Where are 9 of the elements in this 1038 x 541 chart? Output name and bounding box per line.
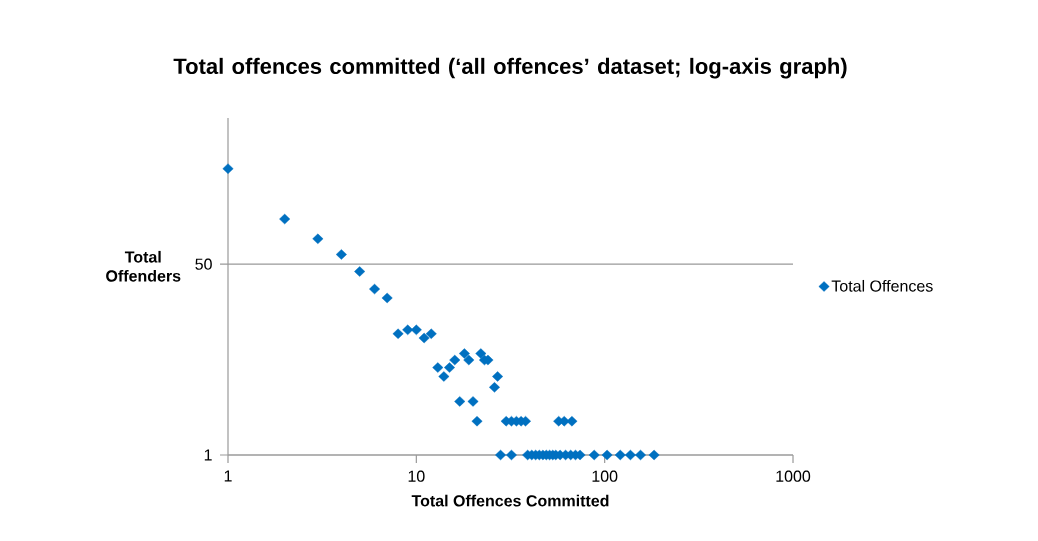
chart-title: Total offences committed (‘all offences’ dataset; log-axis graph) [173,57,847,79]
y-tick-label: 50 [195,258,212,270]
x-tick-label: 100 [592,470,618,482]
x-tick-label: 10 [408,470,425,482]
legend-label: Total Offences [831,279,933,292]
x-axis-title: Total Offences Committed [411,494,609,507]
y-axis-title: Total Offenders [106,250,181,282]
x-tick-label: 1 [224,470,232,482]
x-tick-label: 1000 [776,470,811,482]
